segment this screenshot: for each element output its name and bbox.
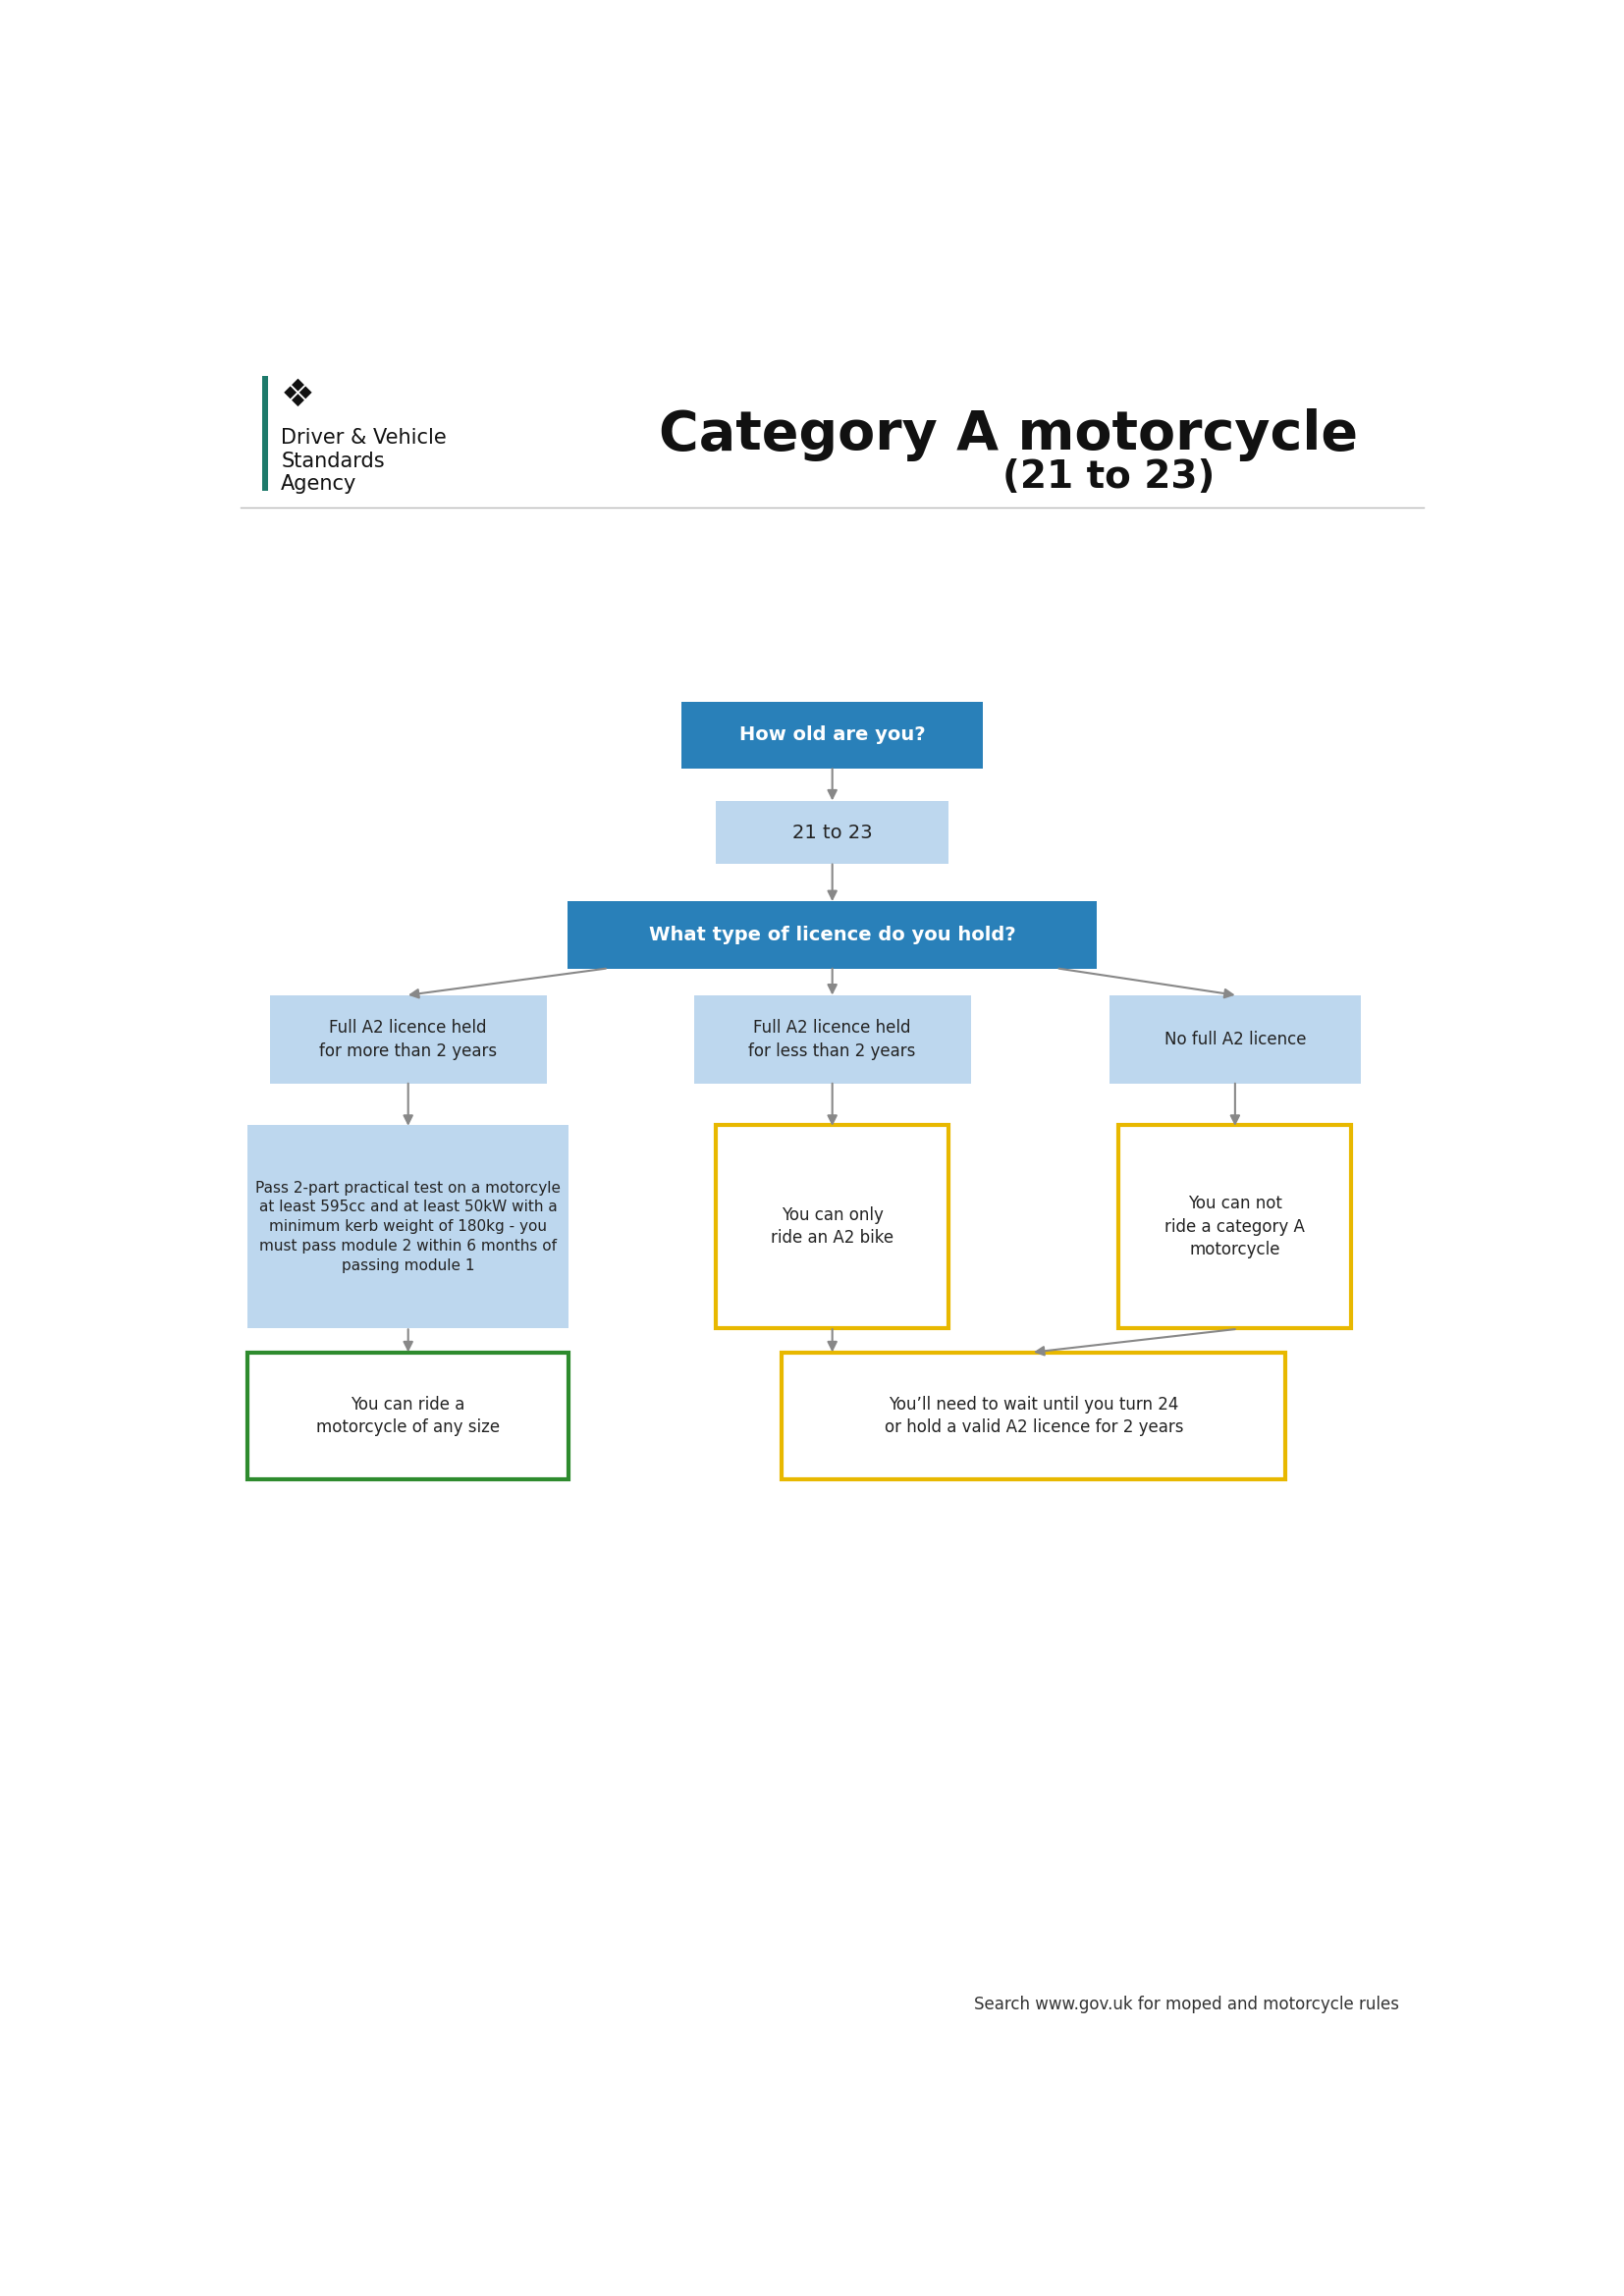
Bar [261,377,268,491]
Text: What type of licence do you hold?: What type of licence do you hold? [650,925,1015,944]
Text: Driver & Vehicle: Driver & Vehicle [281,429,447,448]
Text: Category A motorcycle: Category A motorcycle [659,409,1358,461]
FancyBboxPatch shape [568,902,1096,969]
Text: Standards: Standards [281,452,385,471]
Text: You can not
ride a category A
motorcycle: You can not ride a category A motorcycle [1164,1194,1306,1258]
FancyBboxPatch shape [682,703,984,769]
FancyBboxPatch shape [716,1125,948,1329]
Text: Pass 2-part practical test on a motorcyle
at least 595cc and at least 50kW with : Pass 2-part practical test on a motorcyl… [255,1180,560,1272]
Text: Agency: Agency [281,475,357,494]
FancyBboxPatch shape [716,801,948,863]
FancyBboxPatch shape [783,1352,1286,1479]
Text: You can only
ride an A2 bike: You can only ride an A2 bike [771,1205,893,1247]
FancyBboxPatch shape [693,994,971,1084]
FancyBboxPatch shape [248,1352,568,1479]
Text: You can ride a
motorcycle of any size: You can ride a motorcycle of any size [317,1396,500,1437]
Text: 21 to 23: 21 to 23 [793,822,872,843]
FancyBboxPatch shape [1119,1125,1351,1329]
Text: Full A2 licence held
for less than 2 years: Full A2 licence held for less than 2 yea… [749,1019,916,1061]
Text: You’ll need to wait until you turn 24
or hold a valid A2 licence for 2 years: You’ll need to wait until you turn 24 or… [883,1396,1184,1437]
FancyBboxPatch shape [248,1125,568,1329]
Text: Full A2 licence held
for more than 2 years: Full A2 licence held for more than 2 yea… [320,1019,497,1061]
Text: Search www.gov.uk for moped and motorcycle rules: Search www.gov.uk for moped and motorcyc… [973,1995,1398,2014]
Text: How old are you?: How old are you? [739,726,926,744]
FancyBboxPatch shape [270,994,547,1084]
Text: (21 to 23): (21 to 23) [1004,459,1215,496]
FancyBboxPatch shape [1109,994,1361,1084]
Text: ❖: ❖ [281,377,315,413]
Text: No full A2 licence: No full A2 licence [1164,1031,1306,1047]
